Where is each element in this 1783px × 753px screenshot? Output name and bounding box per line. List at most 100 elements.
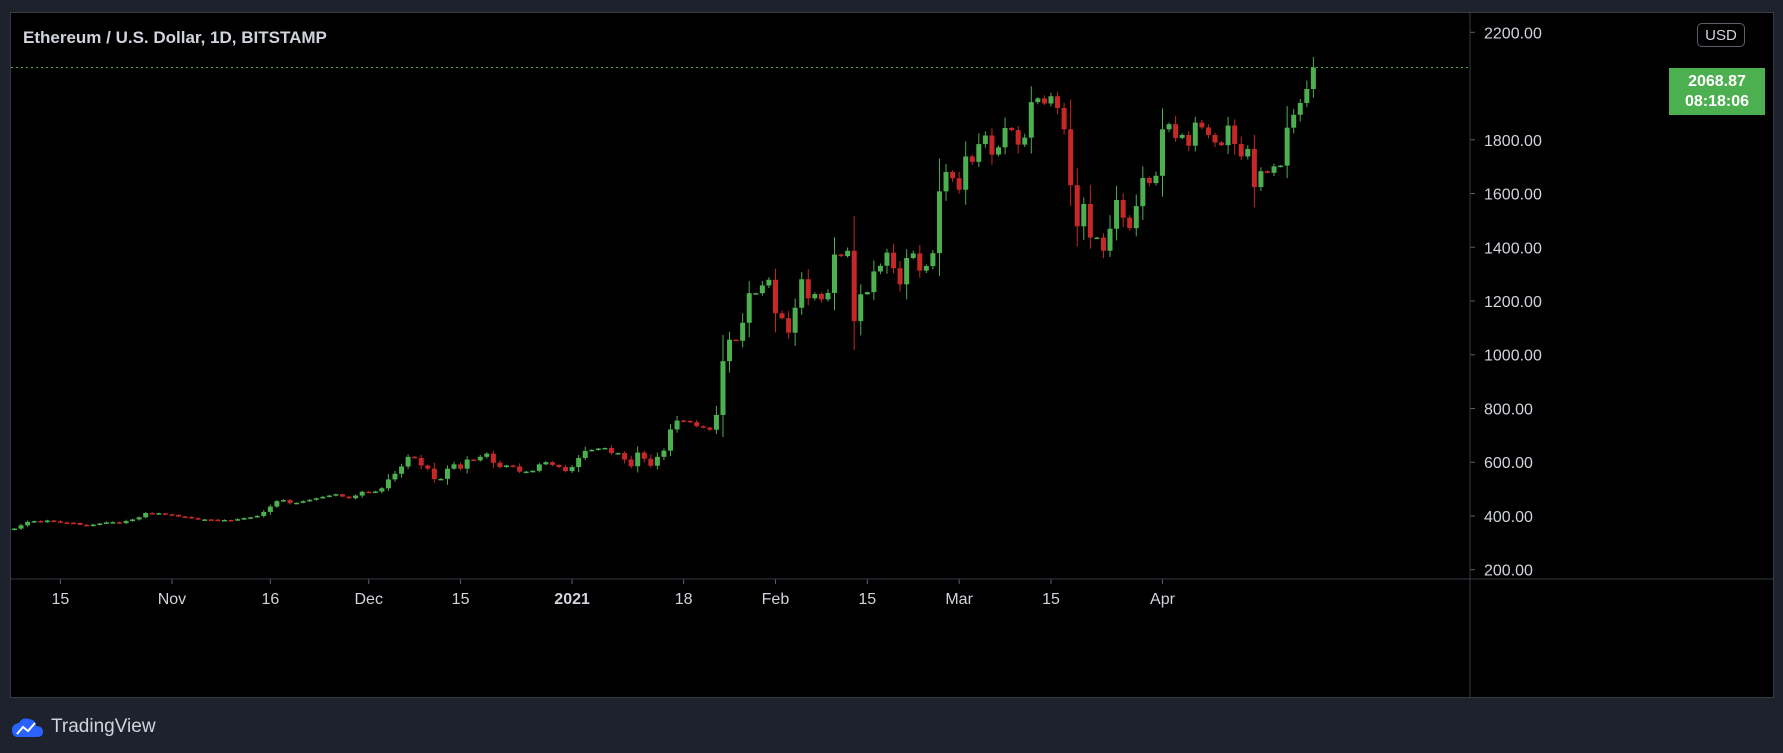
candle-body — [18, 525, 24, 529]
candle-body — [772, 279, 778, 314]
candle-body — [267, 506, 273, 512]
candle-body — [917, 253, 923, 271]
candle-body — [1219, 142, 1225, 146]
time-tick-label: Dec — [355, 591, 383, 608]
candle-body — [221, 519, 227, 522]
chart-title: Ethereum / U.S. Dollar, 1D, BITSTAMP — [23, 28, 327, 47]
candle-body — [241, 518, 247, 520]
candle-body — [681, 420, 687, 423]
candle-body — [989, 135, 995, 155]
candle-body — [359, 491, 365, 496]
candle-body — [1048, 96, 1054, 104]
candle-body — [996, 147, 1001, 155]
candle-body — [825, 292, 831, 300]
candle-body — [1127, 217, 1133, 229]
candle-body — [608, 447, 614, 454]
candle-body — [1002, 127, 1008, 148]
candle-body — [353, 495, 359, 499]
candle-body — [766, 279, 772, 286]
candle-body — [71, 522, 77, 525]
time-tick-label: 15 — [452, 591, 470, 608]
time-axis[interactable]: 15 Nov 16 Dec 15 2021 18 Feb 15 Mar 15 Apr — [52, 579, 1176, 608]
candle-body — [851, 250, 857, 322]
candle-body — [366, 491, 372, 494]
candle-body — [523, 471, 529, 474]
candle-body — [451, 464, 457, 469]
price-tick-label: 1600.00 — [1484, 187, 1542, 204]
candle-body — [307, 499, 313, 502]
candle-body — [1278, 165, 1284, 168]
candle-body — [326, 495, 332, 498]
candle-body — [1297, 102, 1303, 115]
candle-body — [300, 501, 306, 503]
candle-body — [235, 519, 241, 521]
candle-body — [1245, 148, 1251, 157]
candle-body — [1028, 102, 1034, 138]
candle-body — [1055, 96, 1061, 109]
candle-body — [1173, 124, 1179, 138]
candle-body — [1304, 88, 1310, 103]
price-tick-label: 600.00 — [1484, 455, 1533, 472]
candle-body — [1264, 171, 1270, 173]
candle-body — [1153, 175, 1159, 184]
candle-body — [425, 465, 431, 469]
candle-body — [864, 292, 870, 295]
candle-body — [1160, 129, 1165, 176]
last-price-badge: 2068.87 08:18:06 — [1669, 68, 1765, 115]
candle-body — [1100, 237, 1106, 251]
candle-body — [116, 522, 122, 524]
candle-body — [25, 521, 31, 526]
candle-body — [871, 271, 877, 293]
candle-body — [1284, 127, 1290, 166]
candle-body — [707, 427, 713, 430]
bar-countdown: 08:18:06 — [1684, 93, 1750, 110]
candle-body — [208, 519, 214, 521]
candle-body — [169, 514, 175, 516]
candle-body — [464, 459, 470, 469]
candle-body — [504, 465, 509, 468]
price-tick-label: 1200.00 — [1484, 294, 1542, 311]
candle-body — [51, 520, 57, 523]
candle-body — [845, 250, 851, 257]
time-tick-label: 18 — [675, 591, 693, 608]
price-tick-label: 1400.00 — [1484, 240, 1542, 257]
candle-body — [372, 491, 378, 494]
currency-button[interactable]: USD — [1697, 23, 1745, 47]
time-tick-label: 15 — [1042, 591, 1060, 608]
candle-body — [602, 447, 608, 450]
candle-body — [123, 521, 129, 524]
candle-body — [805, 279, 811, 299]
candle-body — [858, 294, 864, 322]
price-tick-label: 400.00 — [1484, 509, 1533, 526]
price-axis[interactable]: 200.00 400.00 600.00 800.00 1000.00 1200.00 14… — [1470, 25, 1542, 580]
candle-body — [1140, 177, 1146, 207]
candle-body — [1074, 185, 1080, 227]
tradingview-brand[interactable]: TradingView — [51, 716, 156, 737]
chart-panel[interactable]: 200.00 400.00 600.00 800.00 1000.00 1200.00 14… — [10, 12, 1774, 698]
candle-body — [576, 457, 582, 468]
candle-body — [176, 514, 181, 517]
candle-body — [818, 294, 824, 300]
candle-body — [740, 322, 746, 341]
candle-body — [713, 414, 719, 430]
candle-body — [156, 513, 162, 515]
candle-body — [694, 422, 700, 427]
candles — [12, 57, 1316, 531]
candlestick-chart[interactable]: 200.00 400.00 600.00 800.00 1000.00 1200.00 14… — [11, 13, 1773, 697]
candle-body — [280, 500, 286, 502]
time-tick-label: Feb — [762, 591, 790, 608]
candle-body — [1166, 124, 1172, 130]
candle-body — [1291, 114, 1297, 128]
candle-body — [884, 252, 890, 266]
candle-body — [799, 279, 805, 308]
candle-body — [333, 494, 339, 496]
candle-body — [969, 156, 975, 162]
candle-body — [1041, 98, 1047, 104]
candle-body — [385, 479, 391, 489]
candle-body — [1258, 171, 1264, 188]
candle-body — [444, 468, 450, 479]
candle-body — [248, 517, 254, 519]
candle-body — [923, 266, 929, 271]
time-tick-label: 15 — [52, 591, 70, 608]
